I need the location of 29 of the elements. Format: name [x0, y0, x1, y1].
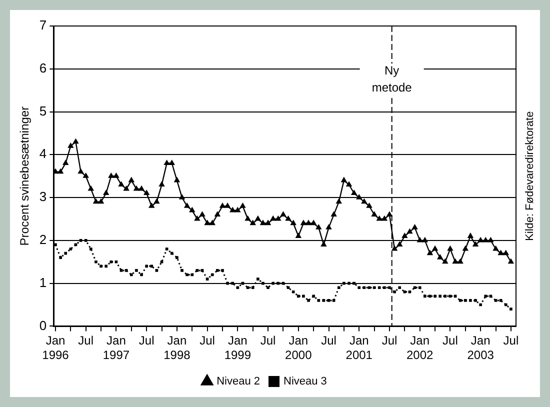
x-tick-label: Jul — [200, 334, 215, 348]
x-tick-label: Jan 1998 — [164, 334, 191, 362]
x-tick-label: Jul — [138, 334, 154, 348]
text: Kilde: Fødevaredirektorate — [524, 111, 536, 241]
x-tick-label: Jul — [382, 334, 398, 348]
ref-line-label: Ny metode — [372, 63, 412, 94]
y-tick-label: 0 — [39, 318, 47, 333]
x-tick-label: Jul — [442, 334, 458, 348]
y-tick-label: 1 — [39, 274, 47, 290]
x-tick-label: Jan 2002 — [406, 334, 434, 362]
y-tick-label: 2 — [39, 232, 47, 248]
x-tick-label: Jan 2001 — [346, 334, 373, 362]
x-tick-label: Jul — [321, 334, 336, 348]
y-tick-label: 6 — [39, 60, 47, 76]
x-tick-label: Jan 1999 — [224, 334, 252, 362]
x-tick-label: Jan 1997 — [102, 334, 130, 362]
x-tick-label: Jan 2000 — [285, 334, 312, 362]
x-tick-label: Jul — [260, 334, 276, 348]
y-axis-title: Procent svinebesætninger — [18, 106, 32, 246]
y-tick-label: 7 — [39, 18, 47, 33]
legend-label: Niveau 3 — [284, 376, 327, 388]
y-tick-label: 3 — [39, 189, 47, 204]
x-tick-label: Jul — [78, 334, 94, 348]
x-tick-label: Jul — [503, 334, 519, 348]
x-tick-label: Jan 1996 — [42, 334, 70, 362]
y-tick-label: 5 — [39, 103, 47, 118]
x-tick-label: Jan 2003 — [467, 334, 494, 362]
y-tick-label: 4 — [39, 146, 47, 162]
legend-label: Niveau 2 — [216, 376, 260, 388]
